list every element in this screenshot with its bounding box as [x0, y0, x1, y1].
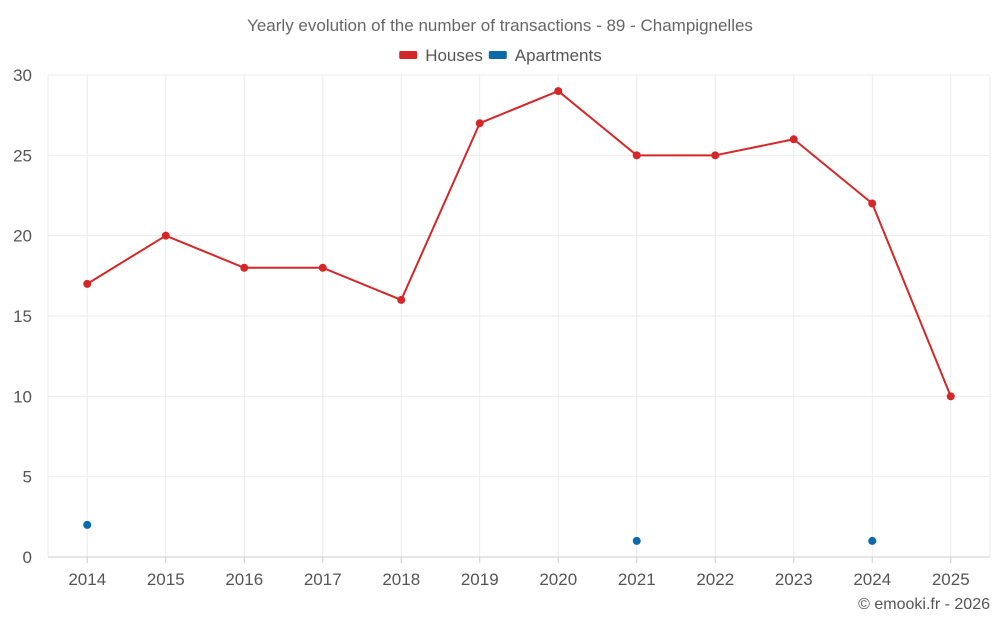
y-tick-label: 15: [13, 307, 32, 326]
data-point-houses[interactable]: [240, 263, 249, 272]
data-point-houses[interactable]: [554, 87, 563, 96]
x-tick-label: 2019: [461, 570, 499, 589]
y-tick-label: 25: [13, 146, 32, 165]
legend-swatch: [488, 51, 507, 59]
x-tick-label: 2014: [68, 570, 106, 589]
data-point-apartments[interactable]: [632, 536, 641, 545]
data-point-houses[interactable]: [318, 263, 327, 272]
data-point-houses[interactable]: [397, 295, 406, 304]
data-point-houses[interactable]: [83, 279, 92, 288]
series-group: [83, 87, 955, 545]
legend-label: Houses: [425, 46, 483, 65]
x-tick-label: 2015: [147, 570, 185, 589]
legend-swatch: [399, 51, 418, 59]
x-tick-label: 2022: [696, 570, 734, 589]
x-tick-label: 2018: [382, 570, 420, 589]
x-tick-label: 2023: [775, 570, 813, 589]
x-tick-label: 2021: [618, 570, 656, 589]
data-point-houses[interactable]: [161, 231, 170, 240]
data-point-houses[interactable]: [868, 199, 877, 208]
y-tick-label: 5: [23, 468, 32, 487]
legend-item-houses[interactable]: Houses: [399, 46, 483, 65]
data-point-apartments[interactable]: [83, 520, 92, 529]
series-apartments: [83, 520, 877, 545]
data-point-houses[interactable]: [632, 151, 641, 160]
data-point-houses[interactable]: [475, 119, 484, 128]
series-houses: [83, 87, 955, 401]
x-tick-label: 2017: [304, 570, 342, 589]
x-tick-label: 2020: [539, 570, 577, 589]
data-point-houses[interactable]: [711, 151, 720, 160]
y-tick-label: 10: [13, 387, 32, 406]
y-tick-label: 20: [13, 227, 32, 246]
series-line-houses: [86, 90, 952, 397]
y-tick-label: 30: [13, 66, 32, 85]
data-point-houses[interactable]: [946, 392, 955, 401]
data-point-houses[interactable]: [789, 135, 798, 144]
y-tick-label: 0: [23, 548, 32, 567]
x-tick-label: 2025: [932, 570, 970, 589]
x-tick-label: 2016: [225, 570, 263, 589]
data-point-apartments[interactable]: [868, 536, 877, 545]
grid: [47, 74, 991, 557]
x-tick-label: 2024: [853, 570, 891, 589]
chart-title: Yearly evolution of the number of transa…: [247, 16, 753, 35]
legend-label: Apartments: [515, 46, 602, 65]
legend: Houses Apartments: [399, 46, 602, 65]
credit-text: © emooki.fr - 2026: [858, 596, 990, 613]
legend-item-apartments[interactable]: Apartments: [488, 46, 602, 65]
